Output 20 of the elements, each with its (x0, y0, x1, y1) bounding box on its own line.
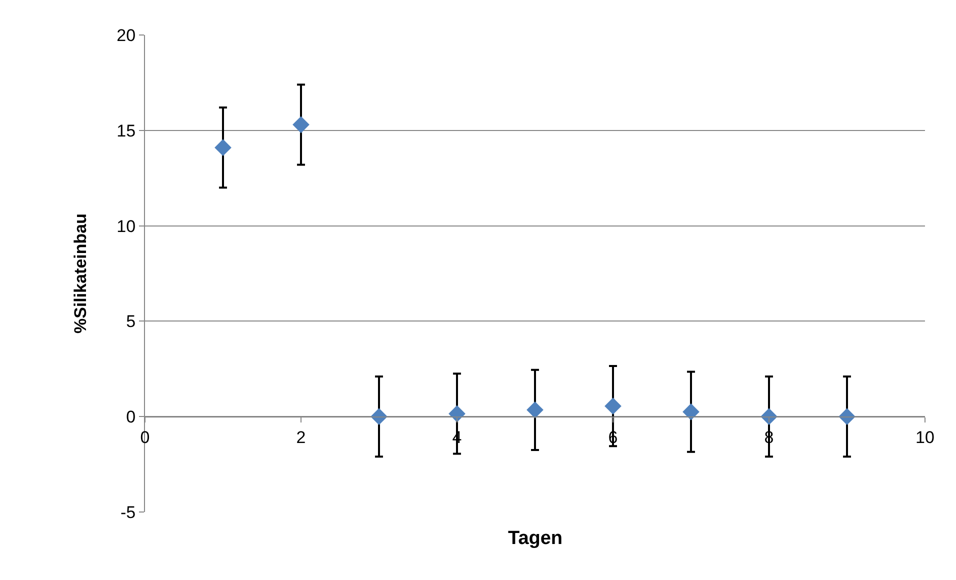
y-tick-label: 15 (116, 121, 136, 140)
point (838, 408, 856, 426)
y-tick-label: 0 (126, 408, 136, 427)
y-tick-label: 20 (116, 26, 136, 45)
point (760, 408, 778, 426)
y-tick-label: 10 (116, 216, 136, 236)
x-tick-label: 10 (916, 428, 934, 447)
y-axis-title: %Silikateinbau (71, 214, 90, 334)
y-tick-label: -5 (120, 502, 136, 522)
point (448, 405, 466, 422)
x-tick-label: 2 (296, 428, 306, 447)
point (682, 403, 700, 420)
point (214, 139, 232, 156)
point (604, 398, 622, 415)
point (292, 116, 310, 134)
y-tick-label: 5 (126, 312, 136, 332)
point (526, 401, 544, 418)
x-tick-label: 0 (140, 428, 150, 447)
x-axis-title: Tagen (508, 528, 563, 549)
point (370, 408, 388, 426)
